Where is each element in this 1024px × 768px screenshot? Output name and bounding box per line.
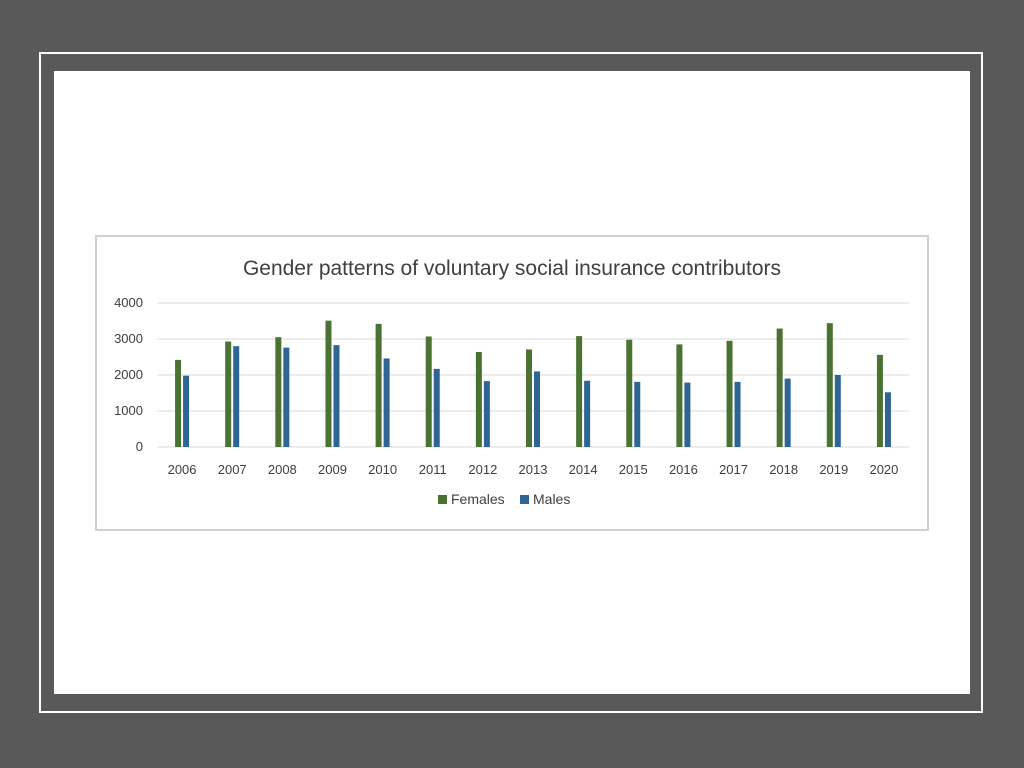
x-tick-label-2020: 2020 [869,462,898,477]
y-tick-label-1: 1000 [114,403,143,418]
bar-males-2008 [283,347,290,447]
bar-chart: Gender patterns of voluntary social insu… [114,257,909,507]
x-tick-label-2017: 2017 [719,462,748,477]
legend-label-females: Females [451,491,505,507]
legend-label-males: Males [533,491,570,507]
x-tick-label-2006: 2006 [168,462,197,477]
bar-females-2016 [676,344,683,447]
bars [175,320,891,447]
x-tick-label-2009: 2009 [318,462,347,477]
bar-females-2018 [776,328,783,447]
bar-females-2020 [876,354,883,447]
bar-males-2019 [834,375,841,447]
x-tick-label-2018: 2018 [769,462,798,477]
bar-males-2016 [684,382,691,447]
bar-males-2020 [884,392,891,447]
x-tick-label-2012: 2012 [468,462,497,477]
y-tick-label-3: 3000 [114,331,143,346]
bar-females-2008 [275,337,282,447]
bar-females-2019 [826,323,833,447]
bar-males-2018 [784,378,791,447]
x-tick-label-2013: 2013 [519,462,548,477]
x-tick-label-2008: 2008 [268,462,297,477]
chart-title: Gender patterns of voluntary social insu… [243,257,781,280]
bar-males-2010 [383,358,390,447]
bar-females-2006 [175,359,182,447]
bar-females-2017 [726,340,733,447]
bar-females-2014 [576,336,583,447]
bar-males-2013 [534,371,540,447]
y-axis-tick-labels: 0 1000 2000 3000 4000 [114,295,143,454]
legend-swatch-females [438,495,447,504]
x-tick-label-2007: 2007 [218,462,247,477]
bar-males-2017 [734,381,741,447]
x-tick-label-2019: 2019 [819,462,848,477]
x-axis-tick-labels: 2006 2007 2008 2009 2010 2011 2012 2013 2014 2015… [168,462,899,477]
legend: Females Males [438,491,570,507]
x-tick-label-2010: 2010 [368,462,397,477]
bar-females-2015 [626,339,633,447]
x-tick-label-2016: 2016 [669,462,698,477]
y-tick-label-2: 2000 [114,367,143,382]
legend-swatch-males [520,495,529,504]
bar-males-2011 [433,368,440,447]
bar-females-2007 [225,341,232,447]
y-tick-label-0: 0 [136,439,143,454]
bar-females-2011 [425,336,432,447]
bar-males-2009 [333,345,340,447]
chart-container: Gender patterns of voluntary social insu… [95,235,929,531]
bar-males-2015 [634,381,641,447]
bar-males-2007 [233,346,240,447]
bar-males-2006 [183,375,190,447]
outer-frame [39,52,983,713]
bar-females-2009 [325,320,332,447]
bar-females-2010 [375,323,382,447]
bar-males-2014 [584,380,591,447]
bar-females-2013 [526,349,532,447]
slide-canvas: Gender patterns of voluntary social insu… [54,71,970,694]
bar-females-2012 [475,351,482,447]
x-tick-label-2014: 2014 [569,462,598,477]
x-tick-label-2015: 2015 [619,462,648,477]
bar-males-2012 [483,381,490,447]
y-tick-label-4: 4000 [114,295,143,310]
gridlines [157,302,909,448]
x-tick-label-2011: 2011 [419,462,447,477]
